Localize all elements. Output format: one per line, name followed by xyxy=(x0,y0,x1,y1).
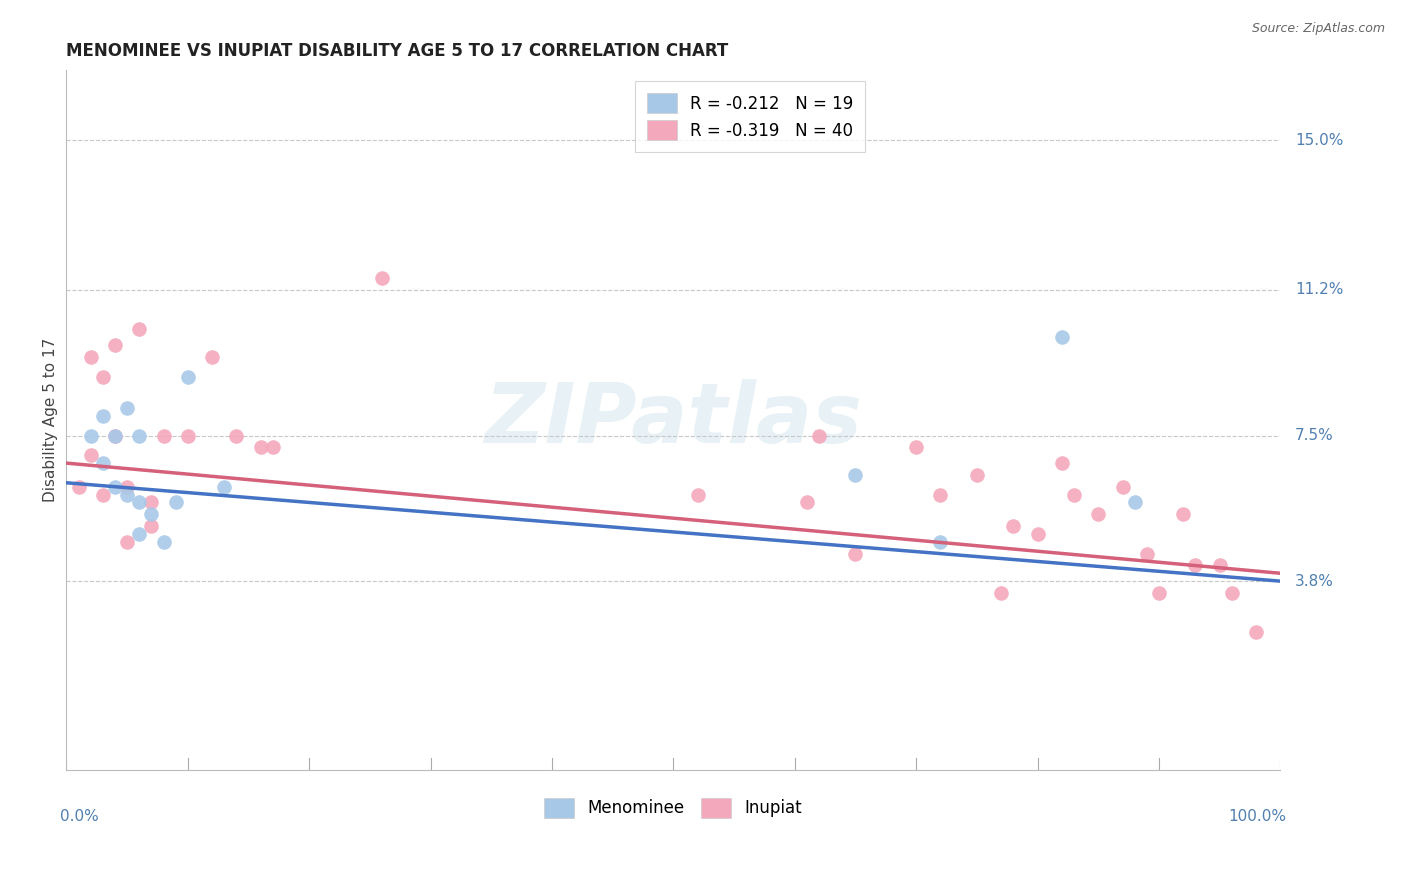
Point xyxy=(1147,586,1170,600)
Text: Source: ZipAtlas.com: Source: ZipAtlas.com xyxy=(1251,22,1385,36)
Point xyxy=(128,428,150,442)
Point xyxy=(201,350,224,364)
Text: MENOMINEE VS INUPIAT DISABILITY AGE 5 TO 17 CORRELATION CHART: MENOMINEE VS INUPIAT DISABILITY AGE 5 TO… xyxy=(66,42,728,60)
Point xyxy=(1002,519,1025,533)
Text: 3.8%: 3.8% xyxy=(1295,574,1334,589)
Point xyxy=(929,534,952,549)
Point xyxy=(929,487,952,501)
Point xyxy=(796,495,818,509)
Point xyxy=(104,428,127,442)
Point xyxy=(249,441,271,455)
Point xyxy=(128,495,150,509)
Point xyxy=(115,480,138,494)
Point xyxy=(225,428,247,442)
Point xyxy=(990,586,1012,600)
Point xyxy=(141,495,163,509)
Point xyxy=(152,534,174,549)
Point xyxy=(115,401,138,415)
Text: 100.0%: 100.0% xyxy=(1229,808,1286,823)
Point xyxy=(1220,586,1243,600)
Point xyxy=(808,428,831,442)
Point xyxy=(152,428,174,442)
Point xyxy=(128,527,150,541)
Point xyxy=(104,480,127,494)
Point xyxy=(686,487,709,501)
Point xyxy=(128,322,150,336)
Text: 15.0%: 15.0% xyxy=(1295,133,1343,148)
Point xyxy=(1111,480,1133,494)
Point xyxy=(1026,527,1049,541)
Point xyxy=(214,480,236,494)
Point xyxy=(141,519,163,533)
Point xyxy=(104,338,127,352)
Point xyxy=(115,487,138,501)
Point xyxy=(1208,558,1230,573)
Text: 0.0%: 0.0% xyxy=(60,808,100,823)
Text: 7.5%: 7.5% xyxy=(1295,428,1334,443)
Point xyxy=(91,487,114,501)
Point xyxy=(177,428,200,442)
Point xyxy=(80,428,103,442)
Text: ZIPatlas: ZIPatlas xyxy=(485,379,862,460)
Legend: Menominee, Inupiat: Menominee, Inupiat xyxy=(537,791,808,825)
Y-axis label: Disability Age 5 to 17: Disability Age 5 to 17 xyxy=(44,338,58,502)
Point xyxy=(115,534,138,549)
Point xyxy=(80,448,103,462)
Point xyxy=(165,495,187,509)
Point xyxy=(104,428,127,442)
Point xyxy=(67,480,90,494)
Point xyxy=(1050,330,1073,344)
Point xyxy=(1087,508,1109,522)
Point xyxy=(844,547,866,561)
Point xyxy=(1063,487,1085,501)
Point xyxy=(1136,547,1159,561)
Point xyxy=(80,350,103,364)
Point xyxy=(141,508,163,522)
Point xyxy=(1123,495,1146,509)
Point xyxy=(177,369,200,384)
Point xyxy=(91,369,114,384)
Point xyxy=(91,409,114,423)
Point xyxy=(371,271,394,285)
Point xyxy=(262,441,284,455)
Point xyxy=(966,467,988,482)
Point xyxy=(1244,625,1267,640)
Point xyxy=(844,467,866,482)
Point xyxy=(905,441,928,455)
Point xyxy=(1184,558,1206,573)
Point xyxy=(1050,456,1073,470)
Point xyxy=(91,456,114,470)
Text: 11.2%: 11.2% xyxy=(1295,283,1343,298)
Point xyxy=(1173,508,1195,522)
